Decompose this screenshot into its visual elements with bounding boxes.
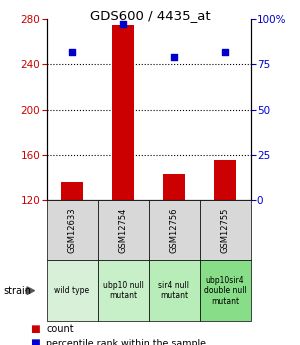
Text: GSM12755: GSM12755 [220, 208, 230, 253]
Point [223, 49, 227, 54]
Bar [163, 174, 185, 200]
Bar [214, 160, 236, 200]
Text: wild type: wild type [54, 286, 90, 295]
Text: ubp10 null
mutant: ubp10 null mutant [103, 281, 143, 300]
Bar [112, 24, 134, 200]
Text: GSM12754: GSM12754 [118, 208, 127, 253]
Point [70, 49, 74, 54]
Text: count: count [46, 325, 74, 334]
Text: GSM12756: GSM12756 [169, 208, 178, 253]
Point [121, 22, 125, 27]
Text: sir4 null
mutant: sir4 null mutant [158, 281, 190, 300]
Text: ■: ■ [30, 325, 40, 334]
Text: GSM12633: GSM12633 [68, 207, 76, 253]
Text: ■: ■ [30, 338, 40, 345]
Text: percentile rank within the sample: percentile rank within the sample [46, 339, 206, 345]
Text: strain: strain [3, 286, 31, 296]
Text: GDS600 / 4435_at: GDS600 / 4435_at [90, 9, 210, 22]
Point [172, 54, 176, 60]
Bar [61, 182, 83, 200]
Text: ubp10sir4
double null
mutant: ubp10sir4 double null mutant [204, 276, 246, 306]
